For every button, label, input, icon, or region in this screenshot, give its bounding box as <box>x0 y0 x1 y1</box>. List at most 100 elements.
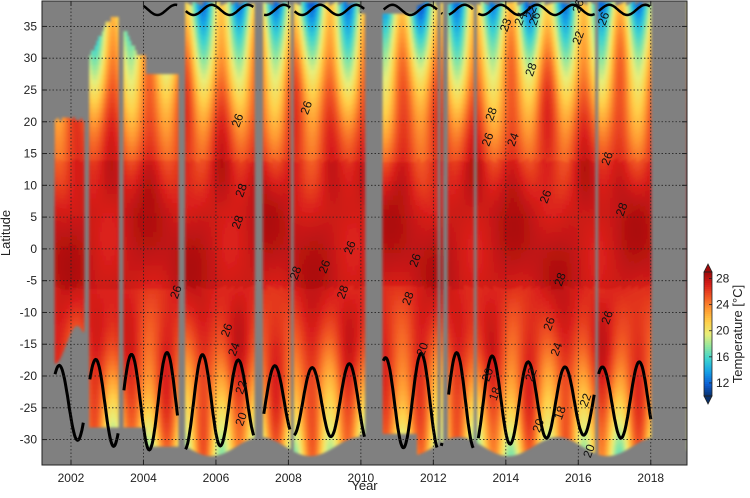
field-cell <box>82 250 84 255</box>
field-cell <box>116 169 118 174</box>
field-cell <box>116 93 118 98</box>
field-cell <box>116 79 118 84</box>
field-cell <box>116 389 118 394</box>
field-cell <box>116 408 118 413</box>
field-cell <box>116 146 118 151</box>
field-cell <box>116 298 118 303</box>
field-cell <box>82 198 84 203</box>
field-cell <box>82 145 84 150</box>
field-cell <box>116 317 118 322</box>
field-cell <box>82 312 84 317</box>
field-cell <box>116 222 118 227</box>
field-cell <box>116 360 118 365</box>
field-cell <box>82 179 84 184</box>
field-cell <box>82 169 84 174</box>
field-cell <box>133 46 135 51</box>
field-cell <box>116 108 118 113</box>
field-cell <box>116 255 118 260</box>
field-cell <box>116 198 118 203</box>
field-cell <box>82 264 84 269</box>
field-cell <box>134 50 136 55</box>
field-cell <box>116 184 118 189</box>
field-cell <box>82 217 84 222</box>
field-cell <box>82 245 84 250</box>
field-cell <box>82 188 84 193</box>
field-cell <box>116 98 118 103</box>
field-cell <box>66 337 68 342</box>
field-cell <box>82 293 84 298</box>
field-cell <box>116 208 118 213</box>
field-cell <box>116 69 118 74</box>
field-cell <box>82 279 84 284</box>
field-cell <box>82 193 84 198</box>
field-cell <box>82 231 84 236</box>
field-cell <box>116 265 118 270</box>
field-cell <box>116 270 118 275</box>
field-cell <box>82 126 84 131</box>
field-cell <box>82 183 84 188</box>
field-cell <box>116 417 118 422</box>
field-cell <box>82 174 84 179</box>
field-cell <box>116 26 118 31</box>
field-cell <box>116 241 118 246</box>
field-cell <box>116 394 118 399</box>
field-cell <box>116 41 118 46</box>
field-cell <box>116 365 118 370</box>
field-cell <box>82 236 84 241</box>
field-cell <box>116 289 118 294</box>
field-cell <box>82 121 84 126</box>
field-cell <box>116 155 118 160</box>
field-cell <box>82 160 84 165</box>
field-cell <box>82 202 84 207</box>
field-cell <box>82 255 84 260</box>
field-cell <box>82 226 84 231</box>
field-cell <box>82 155 84 160</box>
field-cell <box>82 269 84 274</box>
field-cell <box>116 17 118 22</box>
field-cell <box>116 103 118 108</box>
field-cell <box>116 322 118 327</box>
field-cell <box>116 50 118 55</box>
field-cell <box>82 164 84 169</box>
field-cell <box>116 341 118 346</box>
field-cell <box>82 150 84 155</box>
field-cell <box>116 398 118 403</box>
field-cell <box>116 65 118 70</box>
hovmoller-chart: 262828262624222028 262826262628202826 2420… <box>0 0 750 498</box>
field-cell <box>116 236 118 241</box>
field-cell <box>116 336 118 341</box>
field-cell <box>116 174 118 179</box>
field-cell <box>116 189 118 194</box>
field-cell <box>116 179 118 184</box>
field-cell <box>116 165 118 170</box>
field-cell <box>82 212 84 217</box>
field-cell <box>116 122 118 127</box>
field-cell <box>82 322 84 327</box>
field-cell <box>116 160 118 165</box>
field-cell <box>116 131 118 136</box>
field-cell <box>116 274 118 279</box>
field-cell <box>82 284 84 289</box>
field-cell <box>82 298 84 303</box>
field-cell <box>62 346 64 351</box>
field-cell <box>116 74 118 79</box>
field-cell <box>116 217 118 222</box>
field-cell <box>82 288 84 293</box>
field-cell <box>82 222 84 227</box>
field-cell <box>82 317 84 322</box>
field-cell <box>82 303 84 308</box>
field-cell <box>82 141 84 146</box>
field-cell <box>116 203 118 208</box>
field-cell <box>129 41 131 46</box>
field-cell <box>116 231 118 236</box>
field-cell <box>127 36 129 41</box>
field-cell <box>116 150 118 155</box>
field-cell <box>116 141 118 146</box>
field-cell <box>116 346 118 351</box>
field-cell <box>82 326 84 331</box>
field-cell <box>116 260 118 265</box>
field-cell <box>82 241 84 246</box>
field-cell <box>116 303 118 308</box>
field-cell <box>116 293 118 298</box>
field-cell <box>116 46 118 51</box>
